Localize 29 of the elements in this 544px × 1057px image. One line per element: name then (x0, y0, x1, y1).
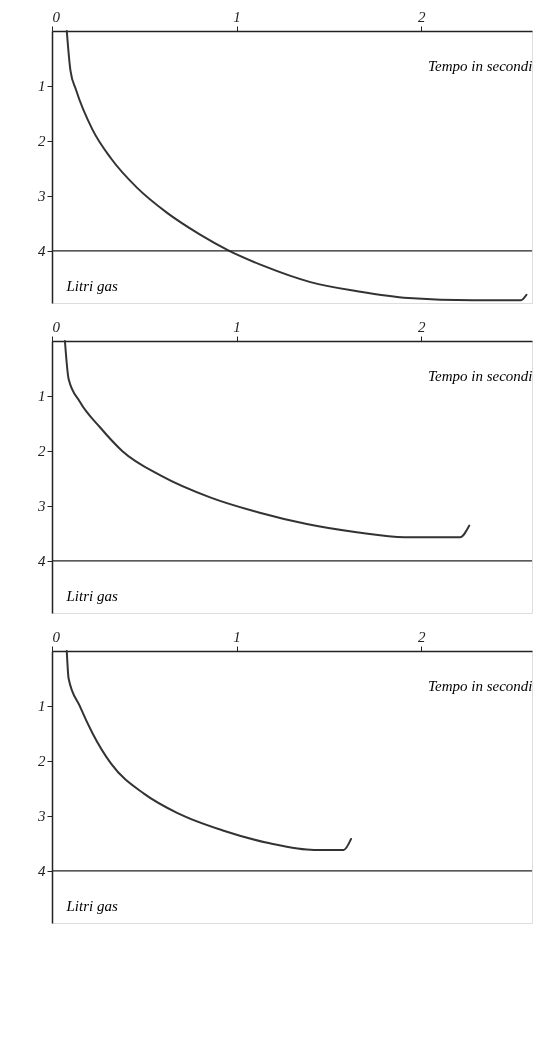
line-series (65, 650, 353, 851)
y-tick-label: 2 (38, 133, 46, 150)
y-tick-label: 3 (37, 188, 46, 205)
y-tick-label: 3 (37, 808, 46, 825)
x-tick-label: 0 (52, 628, 61, 645)
x-tick-label: 1 (233, 8, 241, 25)
y-tick-label: 4 (38, 243, 46, 260)
y-tick-label: 2 (38, 753, 46, 770)
x-tick-label: 2 (417, 8, 426, 25)
x-tick-label: 1 (233, 628, 241, 645)
x-axis-title: Tempo in secondi (428, 57, 533, 74)
line-series (63, 340, 471, 539)
y-tick-label: 1 (38, 698, 46, 715)
x-tick-label: 2 (417, 628, 426, 645)
x-axis-title: Tempo in secondi (428, 677, 533, 694)
y-axis-title: Litri gas (65, 277, 118, 294)
y-axis-title: Litri gas (65, 587, 118, 604)
y-axis-title: Litri gas (65, 897, 118, 914)
x-tick-label: 2 (417, 318, 426, 335)
x-tick-label: 0 (52, 8, 61, 25)
y-tick-label: 2 (38, 443, 46, 460)
y-tick-label: 4 (38, 863, 46, 880)
y-tick-label: 1 (38, 78, 46, 95)
x-tick-label: 1 (233, 318, 241, 335)
y-tick-label: 1 (38, 388, 46, 405)
x-axis-title: Tempo in secondi (428, 367, 533, 384)
x-tick-label: 0 (52, 318, 61, 335)
y-tick-label: 3 (37, 498, 46, 515)
y-tick-label: 4 (38, 553, 46, 570)
